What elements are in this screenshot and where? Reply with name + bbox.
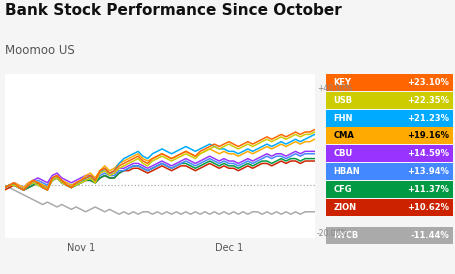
Text: -11.44%: -11.44%: [410, 231, 448, 240]
Text: +14.59%: +14.59%: [406, 149, 448, 158]
Text: CBU: CBU: [333, 149, 352, 158]
Text: HBAN: HBAN: [333, 167, 359, 176]
Text: CMA: CMA: [333, 132, 354, 140]
Text: +40.00%: +40.00%: [316, 84, 352, 93]
Text: USB: USB: [333, 96, 352, 105]
Text: +23.10%: +23.10%: [406, 78, 448, 87]
Text: +11.37%: +11.37%: [406, 185, 448, 194]
Text: NYCB: NYCB: [333, 231, 358, 240]
Text: Bank Stock Performance Since October: Bank Stock Performance Since October: [5, 3, 340, 18]
Text: +22.35%: +22.35%: [406, 96, 448, 105]
Text: ZION: ZION: [333, 203, 356, 212]
Text: +21.23%: +21.23%: [406, 114, 448, 122]
Text: CFG: CFG: [333, 185, 352, 194]
Text: Moomoo US: Moomoo US: [5, 44, 74, 57]
Text: KEY: KEY: [333, 78, 351, 87]
Text: +13.94%: +13.94%: [406, 167, 448, 176]
Text: +19.16%: +19.16%: [406, 132, 448, 140]
Text: -20.00%: -20.00%: [316, 229, 348, 238]
Text: FHN: FHN: [333, 114, 352, 122]
Text: +10.62%: +10.62%: [406, 203, 448, 212]
